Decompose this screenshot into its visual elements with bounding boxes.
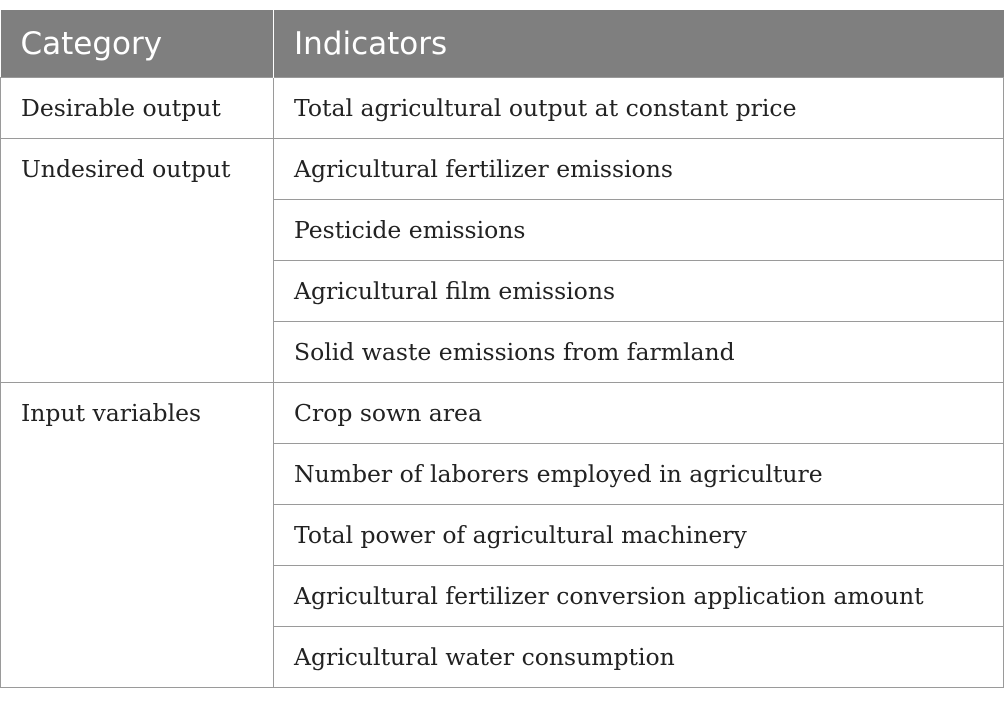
indicator-table-container: Category Indicators Desirable output Tot… (0, 10, 1004, 688)
category-cell: Desirable output (0, 77, 274, 139)
indicator-cell: Solid waste emissions from farmland (273, 321, 1004, 383)
indicator-cell: Agricultural fertilizer conversion appli… (273, 565, 1004, 627)
indicator-table: Category Indicators Desirable output Tot… (0, 10, 1004, 688)
indicator-cell: Crop sown area (273, 382, 1004, 444)
indicator-cell: Agricultural fertilizer emissions (273, 138, 1004, 200)
table-row: Solid waste emissions from farmland (1, 321, 1004, 383)
indicator-cell: Number of laborers employed in agricultu… (273, 443, 1004, 505)
table-row: Pesticide emissions (1, 199, 1004, 261)
table-row: Agricultural fertilizer conversion appli… (1, 565, 1004, 627)
header-category: Category (0, 10, 274, 78)
table-row: Undesired output Agricultural fertilizer… (0, 138, 1004, 383)
indicator-cell: Pesticide emissions (273, 199, 1004, 261)
table-header-row: Category Indicators (0, 10, 1004, 78)
indicator-cell: Total power of agricultural machinery (273, 504, 1004, 566)
table-row: Agricultural film emissions (1, 260, 1004, 322)
category-cell: Undesired output (0, 138, 274, 383)
table-row: Input variables Crop sown area (0, 382, 1004, 688)
table-row: Agricultural water consumption (1, 626, 1004, 688)
indicator-cell: Agricultural film emissions (273, 260, 1004, 322)
indicator-cell: Total agricultural output at constant pr… (273, 77, 1004, 139)
table-row: Desirable output Total agricultural outp… (0, 77, 1004, 139)
header-indicators: Indicators (273, 10, 1004, 78)
indicator-cell: Agricultural water consumption (273, 626, 1004, 688)
category-cell: Input variables (0, 382, 274, 688)
